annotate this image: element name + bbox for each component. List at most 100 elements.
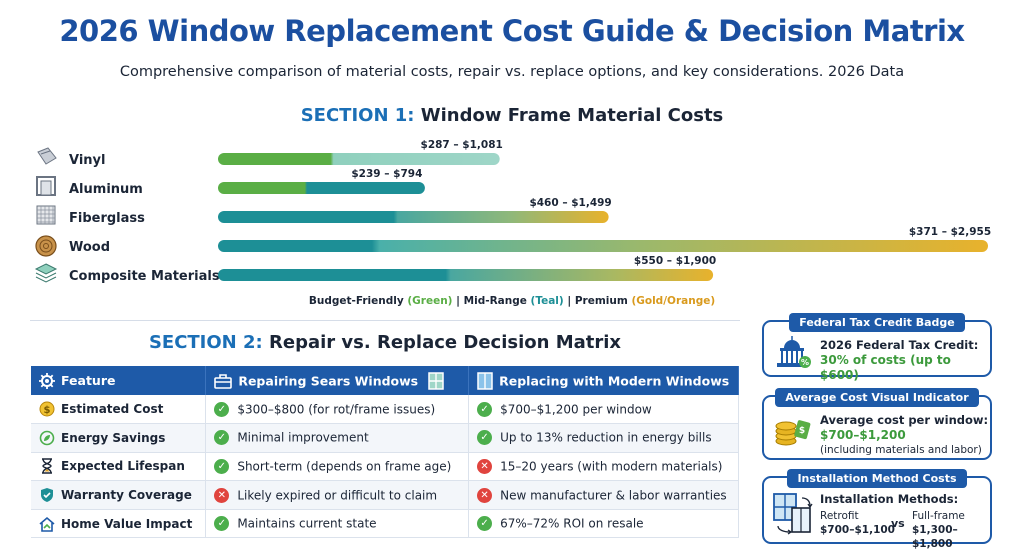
check-icon: ✓ (214, 458, 230, 474)
repair-cell: ✓ $300–$800 (for rot/frame issues) (205, 395, 470, 425)
legend-separator: | (452, 295, 464, 307)
header-feature: Feature (31, 366, 207, 395)
average-cost-card-title: Average Cost Visual Indicator (775, 388, 979, 407)
legend-mid: Mid-Range (463, 295, 527, 307)
retrofit-label: Retrofit (820, 510, 859, 522)
x-icon: ✕ (477, 487, 493, 503)
vs-label: vs (891, 517, 905, 530)
table-row: Warranty Coverage ✕ Likely expired or dif… (31, 480, 739, 510)
repair-cell: ✕ Likely expired or difficult to claim (205, 480, 470, 510)
section2-title: Repair vs. Replace Decision Matrix (262, 332, 622, 353)
installation-methods-title: Installation Methods: (820, 492, 959, 506)
repair-value: Likely expired or difficult to claim (237, 488, 438, 503)
header-repair: Repairing Sears Windows (205, 366, 470, 395)
check-icon: ✓ (214, 401, 230, 417)
full-frame-label: Full-frame (912, 510, 965, 522)
legend-budget-color: (Green) (407, 295, 453, 307)
range-label-wood: $371 – $2,955 (909, 226, 991, 238)
replace-cell: ✕ 15–20 years (with modern materials) (468, 452, 739, 482)
section1-title: Window Frame Material Costs (414, 105, 724, 126)
capitol-building-icon: % (777, 336, 811, 368)
average-cost-line1: Average cost per window: (820, 413, 989, 427)
header-repair-label: Repairing Sears Windows (238, 373, 419, 388)
full-frame-price: $1,300–$1,800 (912, 524, 958, 550)
feature-cell: Energy Savings (31, 423, 207, 453)
feature-label: Energy Savings (61, 430, 166, 445)
hourglass-icon (42, 458, 52, 475)
svg-text:$: $ (799, 426, 805, 436)
bar-wood (218, 240, 988, 252)
repair-cell: ✓ Minimal improvement (205, 423, 470, 453)
shield-icon (41, 488, 53, 503)
repair-value: Short-term (depends on frame age) (237, 459, 452, 474)
repair-cell: ✓ Maintains current state (205, 509, 470, 539)
aluminum-icon (36, 176, 56, 196)
replace-value: 15–20 years (with modern materials) (500, 459, 723, 474)
average-cost-value: $700–$1,200 (820, 428, 906, 442)
page-subtitle: Comprehensive comparison of material cos… (119, 64, 905, 80)
bar-composite (218, 269, 714, 281)
chart-legend: Budget-Friendly (Green) | Mid-Range (Tea… (0, 295, 1024, 307)
table-row: $ Estimated Cost ✓ $300–$800 (for rot/fram… (31, 395, 739, 425)
check-icon: ✓ (477, 430, 493, 446)
category-label-vinyl: Vinyl (69, 153, 105, 168)
table-row: Expected Lifespan ✓ Short-term (depends o… (31, 452, 739, 482)
range-label-aluminum: $239 – $794 (351, 168, 422, 180)
check-icon: ✓ (214, 516, 230, 532)
gear-icon (39, 372, 55, 389)
range-label-vinyl: $287 – $1,081 (421, 139, 503, 151)
x-icon: ✕ (477, 458, 493, 474)
legend-budget: Budget-Friendly (308, 295, 404, 307)
coin-stack-icon: $ (775, 420, 811, 446)
dollar-coin-icon: $ (39, 401, 55, 417)
x-icon: ✕ (214, 487, 230, 503)
energy-leaf-icon (39, 430, 55, 446)
window-icon (428, 371, 445, 390)
section2-heading: SECTION 2: Repair vs. Replace Decision M… (30, 332, 740, 353)
fiberglass-icon (36, 205, 56, 225)
legend-premium: Premium (574, 295, 628, 307)
average-cost-note: (including materials and labor) (820, 444, 982, 456)
feature-cell: Expected Lifespan (31, 452, 207, 482)
category-label-wood: Wood (69, 240, 110, 255)
check-icon: ✓ (214, 430, 230, 446)
decision-matrix: Feature Repairing Sears Windows Replacin… (31, 366, 739, 539)
tax-credit-line2: 30% of costs (up to $600) (820, 353, 951, 382)
table-row: Energy Savings ✓ Minimal improvement ✓ Up … (31, 423, 739, 453)
average-cost-card: Average Cost Visual Indicator $ Average … (762, 388, 992, 460)
category-label-aluminum: Aluminum (69, 182, 143, 197)
matrix-header-row: Feature Repairing Sears Windows Replacin… (31, 366, 739, 395)
check-icon: ✓ (477, 516, 493, 532)
wood-icon (35, 235, 57, 257)
header-replace: Replacing with Modern Windows (468, 366, 739, 395)
feature-cell: $ Estimated Cost (31, 395, 207, 425)
bar-vinyl (218, 153, 500, 165)
header-replace-label: Replacing with Modern Windows (499, 373, 730, 388)
replace-value: 67%–72% ROI on resale (500, 516, 644, 531)
replace-value: $700–$1,200 per window (500, 402, 652, 417)
replace-cell: ✓ 67%–72% ROI on resale (468, 509, 739, 539)
repair-value: Minimal improvement (237, 430, 369, 445)
header-feature-label: Feature (61, 373, 116, 389)
section2-number: SECTION 2: (148, 332, 263, 353)
check-icon: ✓ (477, 401, 493, 417)
section1-heading: SECTION 1: Window Frame Material Costs (0, 105, 1024, 126)
feature-cell: Home Value Impact (31, 509, 207, 539)
feature-label: Warranty Coverage (61, 488, 192, 503)
tax-credit-card: Federal Tax Credit Badge % 2026 Federal … (762, 313, 992, 382)
table-row: Home Value Impact ✓ Maintains current sta… (31, 509, 739, 539)
vinyl-icon (37, 147, 57, 165)
feature-label: Home Value Impact (61, 516, 193, 531)
category-label-composite: Composite Materials (69, 269, 220, 284)
replace-value: New manufacturer & labor warranties (500, 488, 727, 503)
section-divider (30, 320, 740, 321)
modern-window-icon (477, 371, 493, 390)
tax-credit-card-title: Federal Tax Credit Badge (789, 313, 965, 332)
legend-premium-color: (Gold/Orange) (631, 295, 716, 307)
feature-cell: Warranty Coverage (31, 480, 207, 510)
section1-number: SECTION 1: (300, 105, 415, 126)
page-title: 2026 Window Replacement Cost Guide & Dec… (59, 14, 965, 48)
category-label-fiberglass: Fiberglass (69, 211, 145, 226)
composite-icon (34, 263, 58, 283)
range-label-fiberglass: $460 – $1,499 (529, 197, 611, 209)
